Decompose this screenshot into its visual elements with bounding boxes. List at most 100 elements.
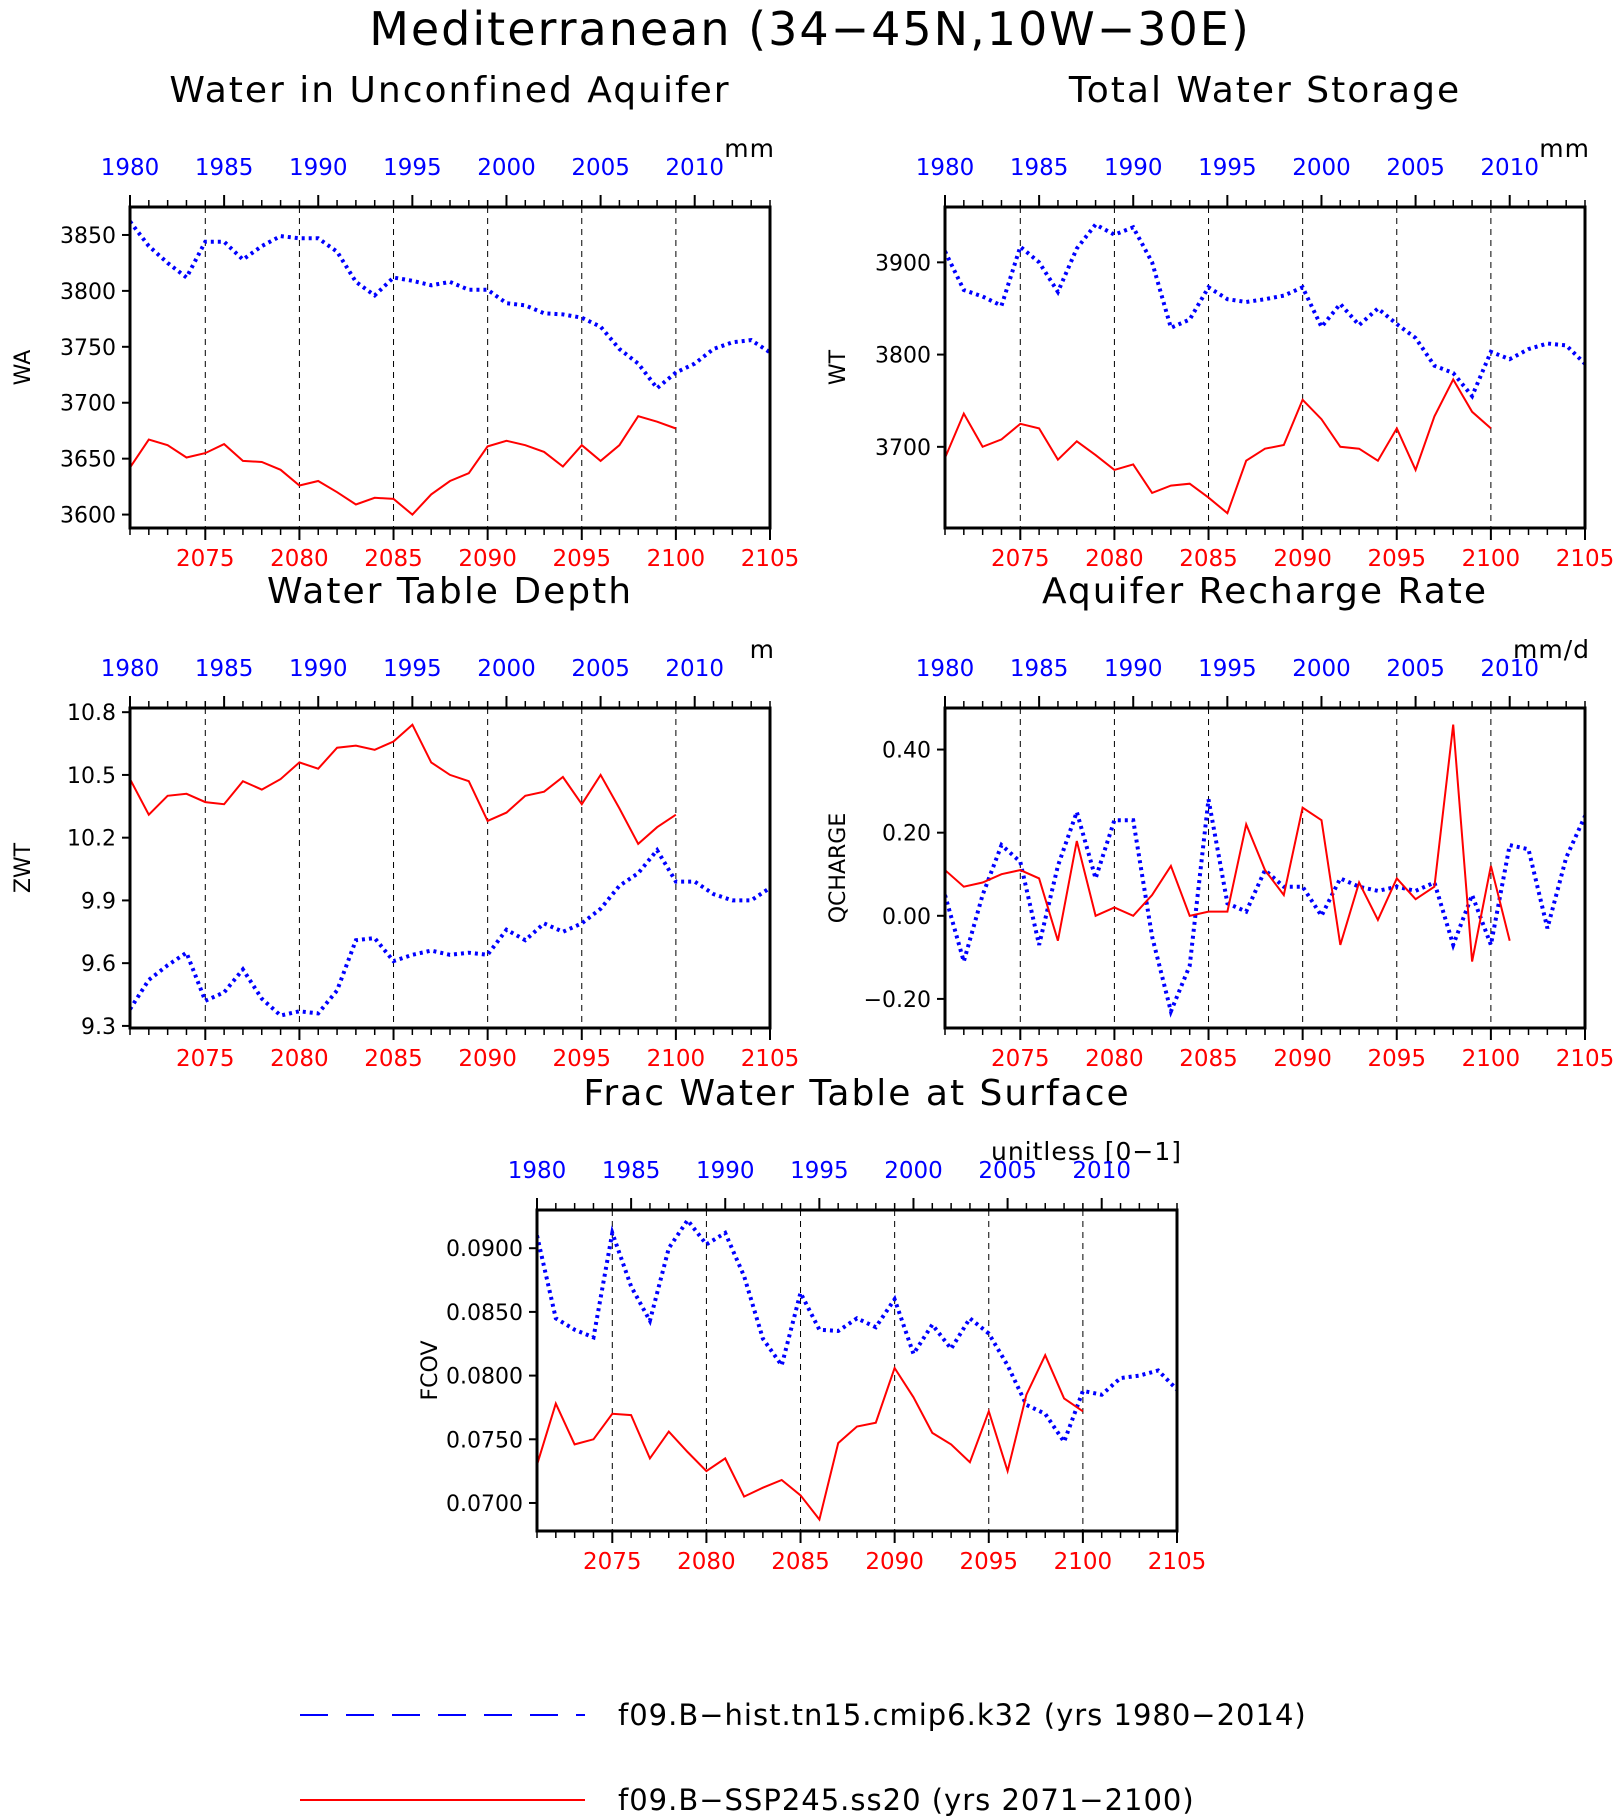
y-tick-label: 3700 <box>875 436 931 461</box>
chart-title: Aquifer Recharge Rate <box>1042 571 1488 612</box>
x-bottom-tick-label: 2085 <box>364 1046 423 1072</box>
x-top-tick-label: 1995 <box>1198 656 1257 682</box>
x-top-tick-label: 1980 <box>101 656 160 682</box>
x-top-tick-label: 1985 <box>1010 155 1069 181</box>
y-tick-label: 0.00 <box>882 905 931 930</box>
chart-title: Water in Unconfined Aquifer <box>169 70 730 111</box>
series-line-ssp245 <box>537 1352 1084 1522</box>
x-bottom-tick-label: 2080 <box>1085 546 1144 572</box>
y-axis-label: QCHARGE <box>826 813 851 924</box>
x-top-tick-label: 1995 <box>1198 155 1257 181</box>
x-top-tick-label: 2000 <box>884 1158 943 1184</box>
chart-panel-1: Water in Unconfined Aquifer mm WA 3600 3650 3… <box>11 70 799 572</box>
x-top-tick-label: 1990 <box>289 656 348 682</box>
x-top-tick-label: 1995 <box>383 656 442 682</box>
y-tick-label: 9.9 <box>81 889 116 914</box>
series-line-hist <box>130 846 770 1018</box>
x-top-tick-label: 1985 <box>602 1158 661 1184</box>
chart-panels: Water in Unconfined Aquifer mm WA 3600 3650 3… <box>11 70 1615 1575</box>
chart-panel-2: Total Water Storage mm WT 3700 3800 3900 2075 2… <box>826 70 1614 572</box>
plot-frame <box>943 205 1587 530</box>
figure-title: Mediterranean (34−45N,10W−30E) <box>369 2 1251 56</box>
x-bottom-tick-label: 2095 <box>552 546 611 572</box>
y-tick-label: 9.3 <box>81 1015 116 1040</box>
y-tick-label: 3600 <box>60 504 116 529</box>
x-top-tick-label: 1985 <box>195 656 254 682</box>
y-tick-label: 0.0750 <box>446 1428 523 1453</box>
y-axis-label: FCOV <box>418 1341 443 1401</box>
y-tick-label: 3750 <box>60 336 116 361</box>
units-label: m <box>750 635 775 664</box>
x-top-tick-label: 2010 <box>665 155 724 181</box>
x-top-tick-label: 2005 <box>571 656 630 682</box>
y-tick-label: 10.5 <box>67 764 116 789</box>
x-bottom-tick-label: 2095 <box>1367 546 1426 572</box>
y-tick-label: −0.20 <box>864 988 931 1013</box>
legend-label: f09.B−SSP245.ss20 (yrs 2071−2100) <box>618 1783 1195 1817</box>
x-bottom-tick-label: 2100 <box>1462 1046 1521 1072</box>
x-bottom-tick-label: 2085 <box>364 546 423 572</box>
chart-panel-4: Aquifer Recharge Rate mm/d QCHARGE −0.20 0.0… <box>826 571 1615 1072</box>
chart-panel-5: Frac Water Table at Surface unitless [0−1… <box>418 1073 1206 1575</box>
series-line-ssp245 <box>945 377 1492 515</box>
y-axis-label: WA <box>11 350 36 386</box>
x-top-tick-label: 1990 <box>1104 656 1163 682</box>
x-bottom-tick-label: 2090 <box>458 1046 517 1072</box>
x-bottom-tick-label: 2080 <box>270 546 329 572</box>
x-bottom-tick-label: 2105 <box>741 1046 800 1072</box>
y-tick-label: 3900 <box>875 251 931 276</box>
legend: f09.B−hist.tn15.cmip6.k32 (yrs 1980−2014… <box>300 1698 1307 1817</box>
x-bottom-tick-label: 2075 <box>176 1046 235 1072</box>
x-bottom-tick-label: 2105 <box>1556 1046 1615 1072</box>
x-bottom-tick-label: 2105 <box>1556 546 1615 572</box>
x-top-tick-label: 2010 <box>1072 1158 1131 1184</box>
units-label: mm/d <box>1513 635 1590 664</box>
y-tick-label: 10.8 <box>67 701 116 726</box>
y-tick-label: 3800 <box>60 280 116 305</box>
x-top-tick-label: 1995 <box>790 1158 849 1184</box>
x-bottom-tick-label: 2105 <box>741 546 800 572</box>
x-bottom-tick-label: 2100 <box>1054 1549 1113 1575</box>
plot-frame <box>535 1208 1179 1533</box>
x-top-tick-label: 1980 <box>508 1158 567 1184</box>
x-bottom-tick-label: 2100 <box>1462 546 1521 572</box>
y-tick-label: 0.0700 <box>446 1492 523 1517</box>
y-axis-label: WT <box>826 349 851 385</box>
x-top-tick-label: 2010 <box>1480 155 1539 181</box>
x-top-tick-label: 2005 <box>571 155 630 181</box>
plot-frame <box>128 205 772 530</box>
x-bottom-tick-label: 2080 <box>270 1046 329 1072</box>
x-bottom-tick-label: 2090 <box>1273 1046 1332 1072</box>
x-bottom-tick-label: 2085 <box>771 1549 830 1575</box>
x-bottom-tick-label: 2085 <box>1179 1046 1238 1072</box>
y-tick-label: 0.0800 <box>446 1365 523 1390</box>
y-tick-label: 10.2 <box>67 827 116 852</box>
x-top-tick-label: 2010 <box>665 656 724 682</box>
x-top-tick-label: 1985 <box>195 155 254 181</box>
x-bottom-tick-label: 2075 <box>583 1549 642 1575</box>
x-bottom-tick-label: 2090 <box>1273 546 1332 572</box>
x-top-tick-label: 2000 <box>477 656 536 682</box>
series-line-ssp245 <box>130 415 677 516</box>
y-tick-label: 0.0900 <box>446 1237 523 1262</box>
x-bottom-tick-label: 2075 <box>991 546 1050 572</box>
x-top-tick-label: 1990 <box>696 1158 755 1184</box>
y-tick-label: 3850 <box>60 224 116 249</box>
y-tick-label: 0.20 <box>882 822 931 847</box>
y-tick-label: 3700 <box>60 392 116 417</box>
x-bottom-tick-label: 2095 <box>552 1046 611 1072</box>
legend-label: f09.B−hist.tn15.cmip6.k32 (yrs 1980−2014… <box>618 1698 1307 1732</box>
x-top-tick-label: 2000 <box>1292 155 1351 181</box>
x-bottom-tick-label: 2100 <box>647 546 706 572</box>
x-bottom-tick-label: 2105 <box>1148 1549 1207 1575</box>
x-top-tick-label: 2000 <box>1292 656 1351 682</box>
x-bottom-tick-label: 2095 <box>1367 1046 1426 1072</box>
x-top-tick-label: 1990 <box>1104 155 1163 181</box>
chart-panel-3: Water Table Depth m ZWT 9.3 9.6 9.9 10.2 10.5 10… <box>11 571 799 1072</box>
x-top-tick-label: 2005 <box>1386 656 1445 682</box>
x-bottom-tick-label: 2085 <box>1179 546 1238 572</box>
chart-title: Total Water Storage <box>1068 70 1461 111</box>
x-top-tick-label: 1980 <box>916 656 975 682</box>
x-bottom-tick-label: 2075 <box>991 1046 1050 1072</box>
